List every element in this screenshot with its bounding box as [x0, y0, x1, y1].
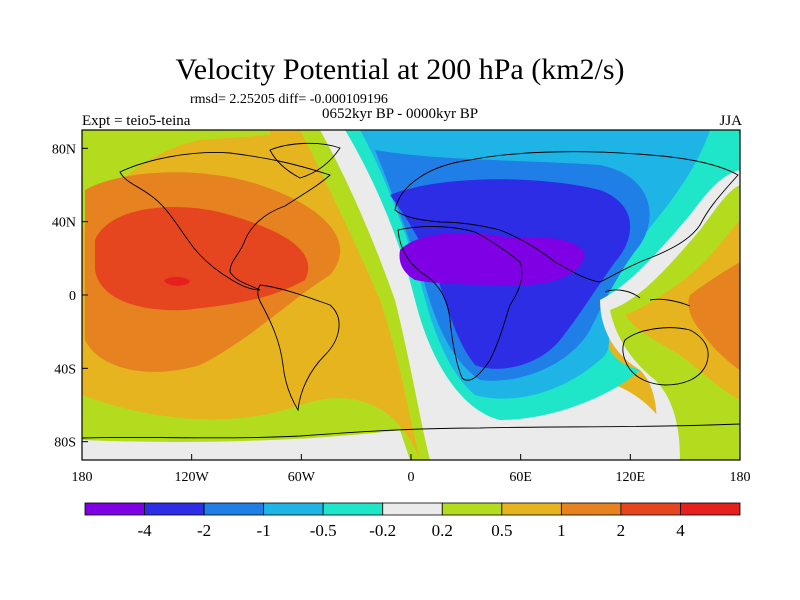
x-tick-label: 120E	[616, 470, 646, 485]
colorbar-swatch	[203, 502, 265, 516]
colorbar-swatch	[144, 502, 205, 516]
colorbar-label: -4	[137, 521, 152, 540]
colorbar-label: 0.5	[491, 521, 512, 540]
chart-title: Velocity Potential at 200 hPa (km2/s)	[175, 53, 625, 86]
coast-antarctica	[82, 423, 740, 439]
coast-south-america	[257, 284, 340, 412]
coast-north-america	[119, 152, 331, 291]
contour-field	[82, 130, 740, 460]
field-core-purple	[399, 233, 585, 285]
field-band-darkorange-indo	[688, 262, 740, 370]
colorbar-swatch	[560, 502, 622, 516]
x-tick-label: 60E	[509, 470, 532, 485]
y-tick-label: 80N	[52, 142, 76, 157]
x-tick-label: 180	[72, 470, 93, 485]
x-ticks: 180 120W 60W 0 60E 120E 180	[72, 454, 751, 485]
colorbar-label: -2	[197, 521, 211, 540]
colorbar-label: -0.5	[310, 521, 337, 540]
colorbar-label: 4	[676, 521, 685, 540]
coast-australia	[622, 327, 709, 386]
coast-africa	[397, 226, 523, 381]
period-label: 0652kyr BP - 0000kyr BP	[322, 106, 479, 122]
coast-indonesia	[604, 289, 691, 307]
colorbar-swatch	[441, 502, 503, 516]
y-ticks: 80N 40N 0 40S 80S	[52, 142, 88, 451]
colorbar-swatch	[322, 502, 384, 516]
x-tick-label: 60W	[288, 470, 316, 485]
colorbar-label: 2	[617, 521, 626, 540]
colorbar-swatch	[263, 502, 324, 516]
field-band-green-south	[82, 430, 410, 460]
colorbar-swatch	[620, 502, 681, 516]
x-tick-label: 120W	[175, 470, 210, 485]
colorbar-label: 0.2	[432, 521, 453, 540]
y-tick-label: 80S	[54, 436, 76, 451]
y-tick-label: 40N	[52, 216, 76, 231]
y-tick-label: 40S	[54, 362, 76, 377]
y-tick-label: 0	[69, 289, 76, 304]
colorbar-swatch	[501, 502, 562, 516]
coast-greenland	[269, 142, 341, 179]
coastlines	[82, 142, 740, 439]
stats-label: rmsd= 2.25205 diff= -0.000109196	[190, 92, 388, 107]
field-core-red-pacific	[95, 207, 309, 311]
field-max-pacific	[164, 276, 190, 286]
field-band-orange-indo	[625, 220, 740, 400]
colorbar-label: 1	[557, 521, 566, 540]
colorbar-swatch	[382, 502, 443, 516]
experiment-label: Expt = teio5-teina	[82, 113, 191, 129]
colorbar: -4 -2 -1 -0.5 -0.2 0.2 0.5 1 2 4	[84, 502, 741, 540]
field-band-gold-left	[82, 130, 270, 230]
coast-eurasia	[394, 151, 739, 283]
colorbar-label: -1	[257, 521, 271, 540]
season-label: JJA	[719, 113, 742, 129]
colorbar-label: -0.2	[369, 521, 396, 540]
x-tick-label: 180	[730, 470, 751, 485]
x-tick-label: 0	[408, 470, 415, 485]
colorbar-swatch	[84, 502, 145, 516]
colorbar-swatch	[680, 502, 741, 516]
